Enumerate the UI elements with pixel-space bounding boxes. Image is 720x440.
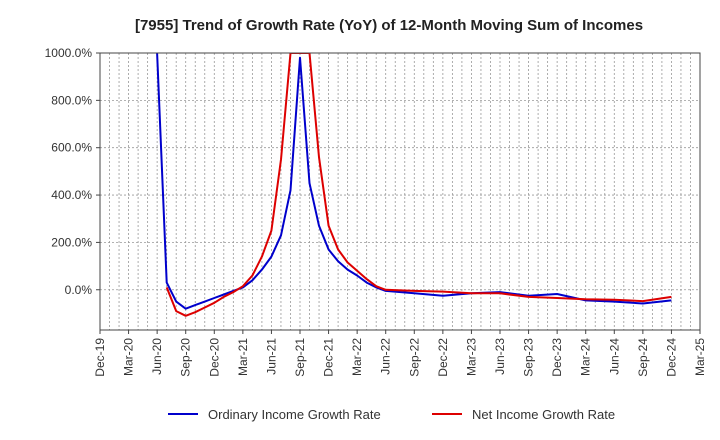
x-tick-label: Sep-22: [407, 338, 421, 377]
grid: [100, 52, 700, 330]
x-tick-label: Jun-22: [379, 338, 393, 375]
y-tick-label: 1000.0%: [45, 46, 93, 60]
x-tick-label: Mar-21: [236, 338, 250, 376]
x-tick-label: Mar-24: [579, 338, 593, 376]
y-tick-label: 400.0%: [51, 188, 92, 202]
legend-label: Net Income Growth Rate: [472, 407, 615, 422]
x-tick-label: Mar-22: [350, 338, 364, 376]
x-tick-label: Dec-19: [93, 338, 107, 377]
x-tick-label: Sep-23: [522, 338, 536, 377]
y-tick-label: 800.0%: [51, 93, 92, 107]
x-tick-label: Dec-24: [664, 338, 678, 377]
x-tick-label: Jun-21: [264, 338, 278, 375]
x-tick-label: Dec-23: [550, 338, 564, 377]
x-tick-label: Dec-22: [436, 338, 450, 377]
y-tick-label: 600.0%: [51, 141, 92, 155]
y-tick-label: 200.0%: [51, 235, 92, 249]
x-tick-label: Mar-20: [122, 338, 136, 376]
x-tick-label: Jun-24: [607, 338, 621, 375]
plot-area: [156, 53, 672, 317]
legend-label: Ordinary Income Growth Rate: [208, 407, 381, 422]
x-tick-label: Mar-25: [693, 338, 707, 376]
x-axis: Dec-19 Mar-20 Jun-20 Sep-20 Dec-20 Mar-21 Jun-…: [93, 330, 707, 377]
y-tick-label: 0.0%: [65, 283, 93, 297]
series-line-net-income: [165, 53, 672, 317]
plot-frame: [99, 52, 701, 331]
x-tick-label: Dec-21: [322, 338, 336, 377]
x-tick-label: Sep-21: [293, 338, 307, 377]
series-line-ordinary-income: [156, 53, 672, 310]
x-tick-label: Dec-20: [207, 338, 221, 377]
chart-title: [7955] Trend of Growth Rate (YoY) of 12-…: [135, 17, 643, 34]
legend: Ordinary Income Growth Rate Net Income Gr…: [168, 407, 615, 422]
x-tick-label: Jun-20: [150, 338, 164, 375]
y-axis: 0.0% 200.0% 400.0% 600.0% 800.0% 1000.0%: [45, 46, 100, 297]
x-tick-label: Sep-24: [636, 338, 650, 377]
x-tick-label: Mar-23: [464, 338, 478, 376]
x-tick-label: Sep-20: [179, 338, 193, 377]
x-tick-label: Jun-23: [493, 338, 507, 375]
